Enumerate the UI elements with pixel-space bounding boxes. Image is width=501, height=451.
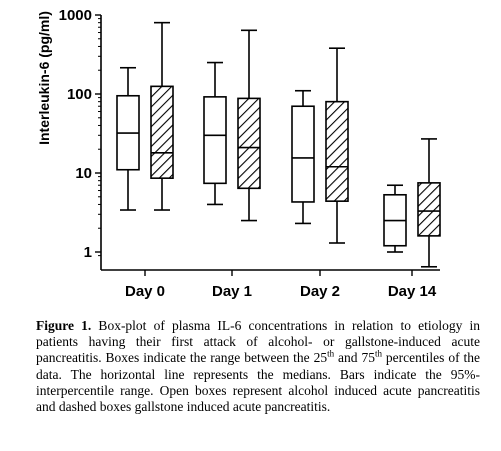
caption-sup-2: th: [374, 348, 382, 359]
y-tick-label: 10: [75, 165, 92, 182]
y-tick-label: 1000: [59, 7, 92, 24]
caption-text-1: Box-plot of plasma IL-6 concentrations i…: [36, 318, 481, 366]
axes: 1 10 100 1000 Day 0 Day 1 Day 2 Day 14: [59, 7, 440, 300]
box-open-3: [383, 184, 407, 253]
box-hatched-3: [417, 138, 441, 268]
caption-label: Figure 1.: [36, 318, 92, 333]
caption-sup-1: th: [327, 348, 335, 359]
y-tick-label: 1: [84, 244, 92, 261]
box-open-2: [291, 89, 315, 225]
boxes: [116, 21, 441, 268]
caption-text-3: percentiles of the data. The horizontal …: [36, 350, 481, 415]
x-tick-label: Day 14: [388, 283, 437, 300]
x-tick-label: Day 1: [212, 283, 252, 300]
box-open-1: [203, 61, 227, 206]
y-axis-title: Interleukin-6 (pg/ml): [36, 11, 52, 145]
x-tick-label: Day 2: [300, 283, 340, 300]
box-hatched-0: [150, 21, 174, 211]
box-rect: [203, 96, 227, 185]
x-tick-label: Day 0: [125, 283, 165, 300]
y-tick-label: 100: [67, 86, 92, 103]
box-hatched-2: [325, 47, 349, 244]
box-rect: [291, 105, 315, 203]
caption-text-2: and 75: [334, 350, 375, 366]
box-rect: [237, 97, 261, 190]
box-hatched-1: [237, 29, 261, 222]
box-rect: [325, 100, 349, 202]
box-open-0: [116, 66, 140, 211]
box-plot-chart: 1 10 100 1000 Day 0 Day 1 Day 2 Day 14 Interleu…: [36, 7, 441, 300]
figure-caption: Figure 1. Box-plot of plasma IL-6 concen…: [36, 318, 480, 415]
box-rect: [150, 85, 174, 179]
box-rect: [417, 182, 441, 237]
